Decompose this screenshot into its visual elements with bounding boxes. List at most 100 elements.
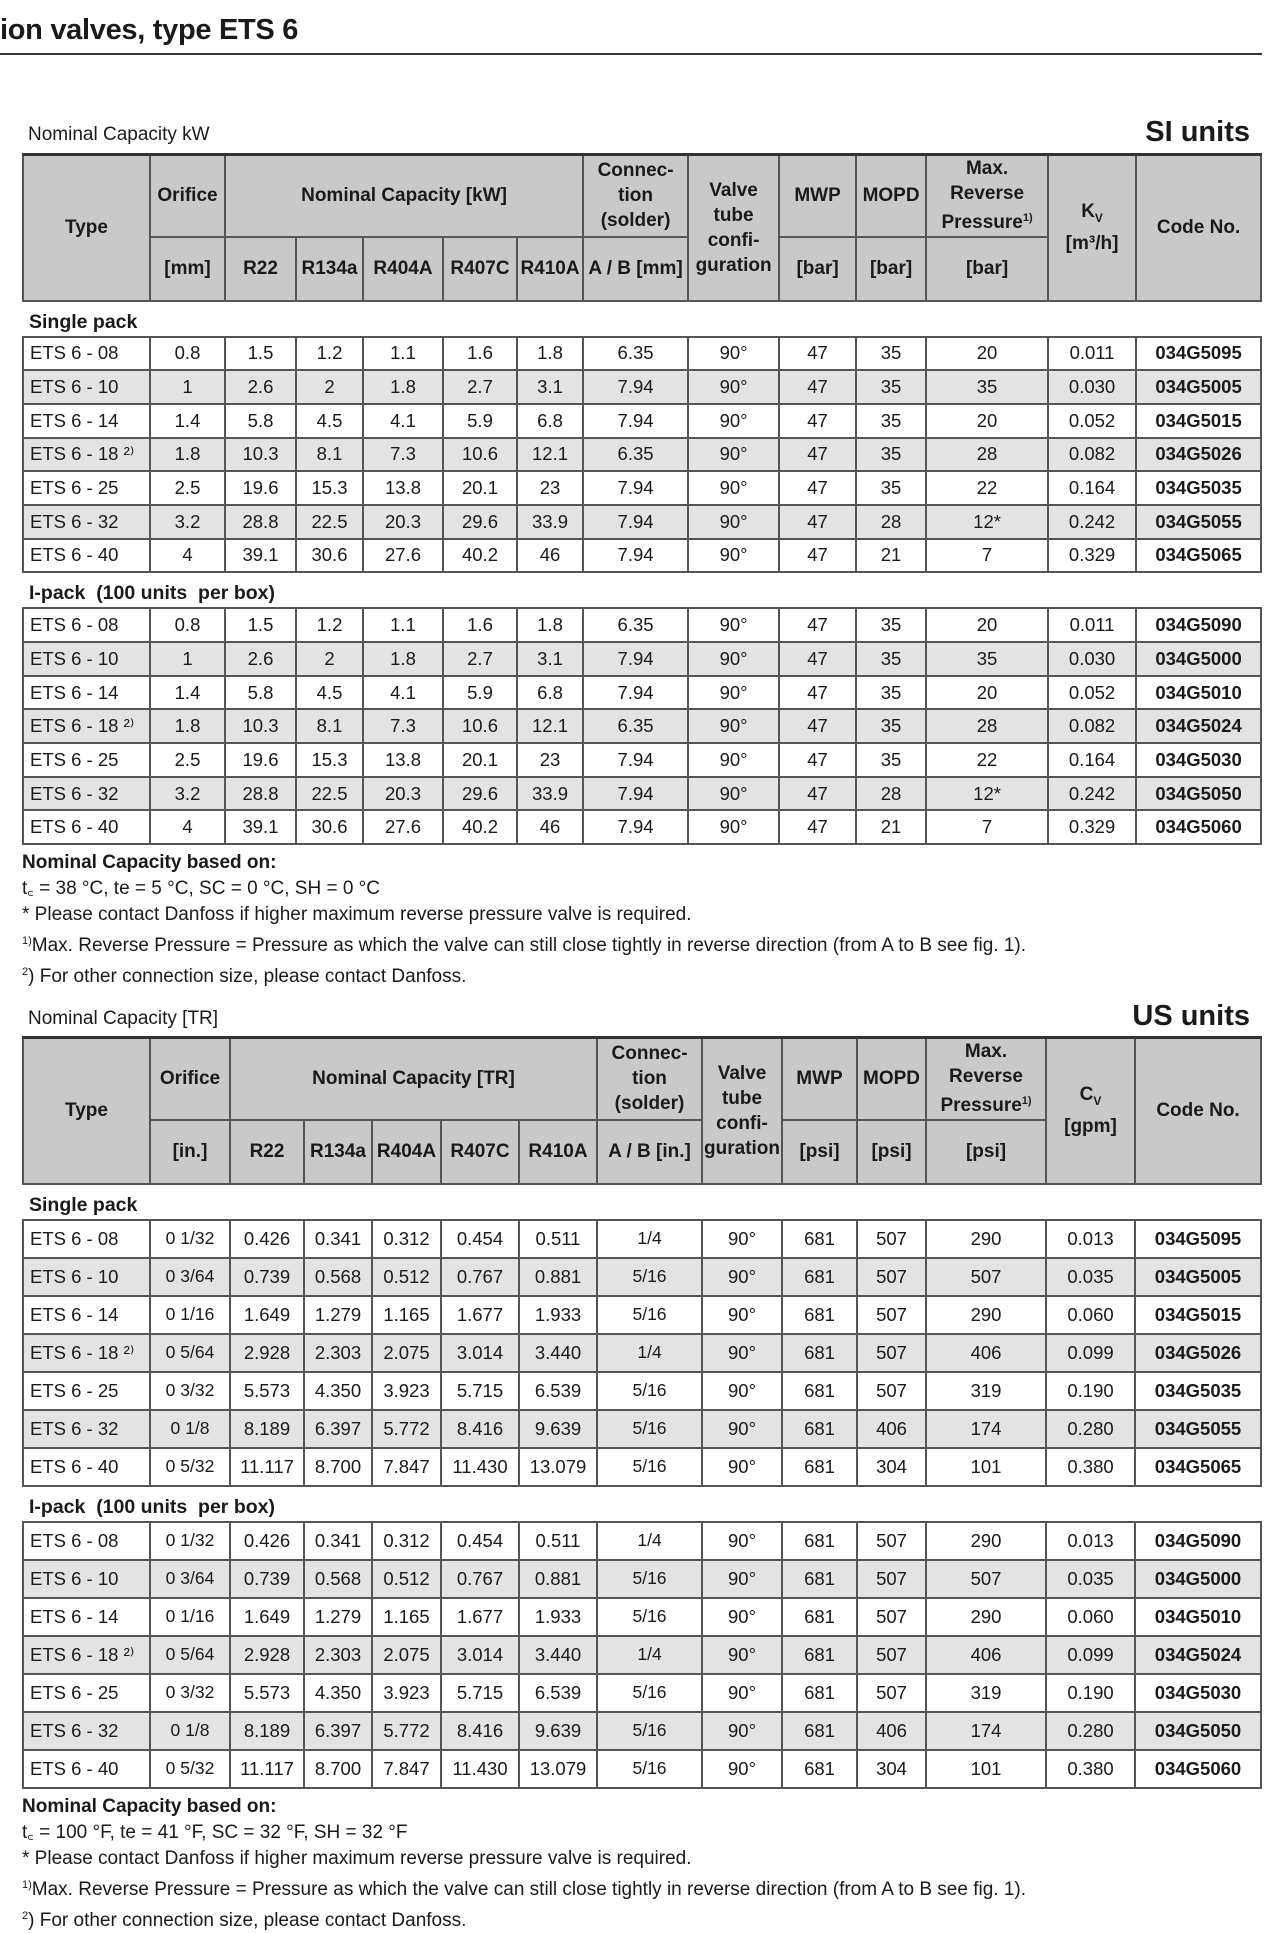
value-cell: 0.052: [1047, 674, 1138, 711]
header-nominal-capacity: Nominal Capacity [TR]: [228, 1036, 599, 1121]
value-cell: 681: [781, 1672, 859, 1713]
value-cell: 0.030: [1047, 641, 1138, 677]
table-row: ETS 6 - 08 0.8 1.5 1.2 1.1 1.6 1.8 6.35 90° 47 35 2…: [22, 607, 1263, 643]
type-cell: ETS 6 - 14: [22, 1596, 151, 1637]
value-cell: 3.1: [515, 641, 585, 677]
value-cell: 507: [856, 1332, 928, 1373]
value-cell: 7.94: [582, 537, 690, 574]
value-cell: 4.350: [303, 1370, 373, 1411]
value-cell: 681: [781, 1748, 859, 1789]
group-row: Single pack: [23, 300, 1262, 337]
value-cell: 90°: [687, 708, 781, 745]
value-cell: 0.512: [371, 1256, 442, 1297]
value-cell: 1.2: [295, 335, 364, 372]
value-cell: 35: [855, 674, 928, 711]
value-cell: 507: [856, 1256, 928, 1297]
table-row: ETS 6 - 14 1.4 5.8 4.5 4.1 5.9 6.8 7.94 90° 47 35 2…: [22, 402, 1263, 439]
value-cell: 681: [781, 1408, 859, 1449]
value-cell: 28.8: [224, 775, 297, 812]
value-cell: 101: [925, 1446, 1048, 1487]
value-cell: 7.94: [582, 775, 690, 812]
value-cell: 90°: [701, 1558, 784, 1599]
value-cell: 35: [925, 369, 1050, 405]
value-cell: 2.7: [442, 369, 518, 405]
value-cell: 3.2: [149, 775, 226, 812]
value-cell: 90°: [687, 470, 781, 506]
value-cell: 39.1: [224, 809, 297, 846]
value-cell: 1.649: [229, 1294, 305, 1335]
value-cell: 47: [778, 641, 858, 677]
type-cell: ETS 6 - 25: [22, 470, 151, 506]
header-mwp: MWP: [778, 153, 858, 238]
fraction-cell: 0 1/8: [149, 1408, 231, 1449]
star-note: * Please contact Danfoss if higher maxim…: [22, 1848, 692, 1869]
value-cell: 0.013: [1045, 1218, 1137, 1259]
value-cell: 20: [925, 607, 1050, 643]
code-cell: 034G5060: [1134, 1748, 1263, 1789]
units-heading: SI units: [1145, 116, 1250, 148]
value-cell: 101: [925, 1748, 1048, 1789]
code-cell: 034G5010: [1135, 674, 1263, 711]
value-cell: 0.011: [1047, 607, 1138, 643]
value-cell: 1.5: [224, 335, 297, 372]
value-cell: 5.573: [229, 1672, 305, 1713]
code-cell: 034G5024: [1135, 708, 1263, 745]
value-cell: 290: [925, 1596, 1048, 1637]
type-cell: ETS 6 - 10: [22, 641, 151, 677]
table-row: ETS 6 - 18 ²⁾ 1.8 10.3 8.1 7.3 10.6 12.1 6.35 90…: [22, 708, 1263, 745]
value-cell: 290: [925, 1294, 1048, 1335]
coef-subscript: V: [1093, 1094, 1102, 1109]
value-cell: 681: [781, 1446, 859, 1487]
value-cell: 7.94: [582, 641, 690, 677]
value-cell: 4.5: [295, 402, 364, 439]
notes-heading: Nominal Capacity based on:: [22, 1796, 277, 1817]
header-code-no: Code No.: [1135, 153, 1263, 302]
value-cell: 2.5: [149, 470, 226, 506]
value-cell: 3.1: [515, 369, 585, 405]
value-cell: 5.772: [371, 1710, 442, 1751]
value-cell: 7.3: [362, 708, 444, 745]
value-cell: 507: [856, 1218, 928, 1259]
value-cell: 0.052: [1047, 402, 1138, 439]
value-cell: 13.079: [517, 1748, 599, 1789]
value-cell: 47: [778, 369, 858, 405]
value-cell: 0.511: [517, 1520, 599, 1561]
group-label: I-pack (100 units per box): [23, 572, 1262, 609]
value-cell: 23: [515, 470, 585, 506]
value-cell: 20.1: [442, 742, 518, 778]
value-cell: 0.099: [1045, 1332, 1137, 1373]
table-row: ETS 6 - 18 ²⁾ 0 5/64 2.928 2.303 2.075 3.014 3…: [22, 1332, 1263, 1373]
header-flow-coefficient: KV [m³/h]: [1047, 153, 1138, 302]
footnote-2: 2) For other connection size, please con…: [22, 1903, 1026, 1934]
type-cell: ETS 6 - 18 ²⁾: [22, 708, 151, 745]
value-cell: 681: [781, 1218, 859, 1259]
value-cell: 90°: [701, 1370, 784, 1411]
header-refrigerant: R22: [224, 235, 297, 302]
value-cell: 35: [855, 369, 928, 405]
fraction-cell: 1/4: [596, 1520, 704, 1561]
value-cell: 90°: [687, 335, 781, 372]
value-cell: 10.6: [442, 436, 518, 473]
value-cell: 1.677: [440, 1294, 520, 1335]
fraction-cell: 5/16: [596, 1672, 704, 1713]
value-cell: 1.279: [303, 1596, 373, 1637]
value-cell: 4.5: [295, 674, 364, 711]
value-cell: 5.772: [371, 1408, 442, 1449]
value-cell: 1.1: [362, 607, 444, 643]
value-cell: 35: [855, 742, 928, 778]
fraction-cell: 0 1/16: [149, 1294, 231, 1335]
code-cell: 034G5024: [1134, 1634, 1263, 1675]
value-cell: 0.164: [1047, 742, 1138, 778]
value-cell: 2.303: [303, 1634, 373, 1675]
header-refrigerant: R407C: [442, 235, 518, 302]
rating-conditions: t꜀ = 100 °F, te = 41 °F, SC = 32 °F, SH …: [22, 1822, 408, 1843]
value-cell: 1.4: [149, 674, 226, 711]
code-cell: 034G5065: [1135, 537, 1263, 574]
value-cell: 7.94: [582, 503, 690, 540]
value-cell: 0.329: [1047, 537, 1138, 574]
value-cell: 0.280: [1045, 1710, 1137, 1751]
fraction-cell: 0 3/32: [149, 1370, 231, 1411]
page-title: ion valves, type ETS 6: [0, 14, 299, 46]
value-cell: 3.440: [517, 1634, 599, 1675]
value-cell: 35: [855, 607, 928, 643]
